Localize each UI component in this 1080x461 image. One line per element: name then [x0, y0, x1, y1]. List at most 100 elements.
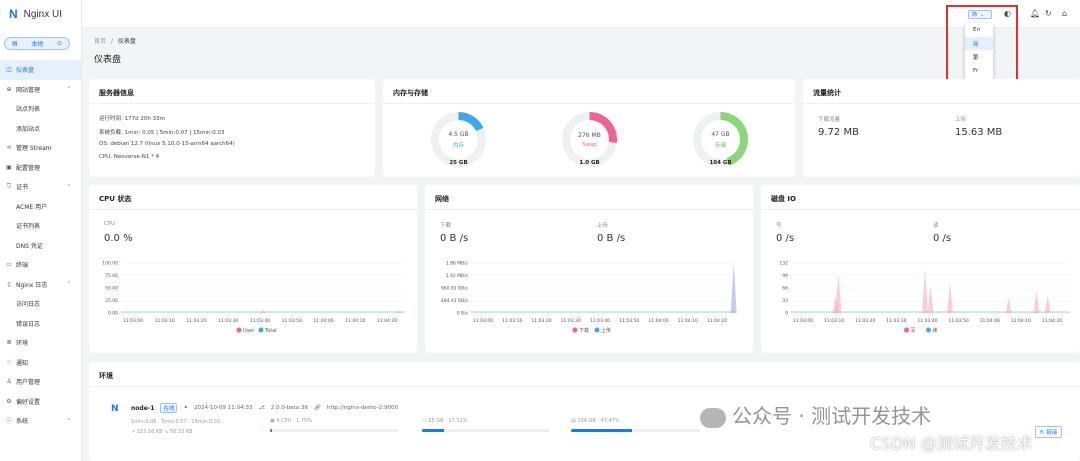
y-tick-label: 50.00 [105, 286, 118, 292]
ring-total: 1.0 GB [579, 160, 600, 166]
usage-ring: 276 MB Swap [562, 112, 617, 167]
chevron-down-icon: ⌄ [980, 11, 985, 18]
language-selector[interactable]: 简 ⌄ [968, 10, 992, 19]
x-tick-label: 11:03:30 [886, 318, 906, 324]
sidebar-item[interactable]: 添加站点 [0, 119, 81, 139]
legend-label[interactable]: User [243, 328, 255, 334]
theme-toggle-icon[interactable]: ◐ [1004, 9, 1011, 18]
series-spike [927, 285, 934, 313]
y-tick-label: 99 [782, 273, 788, 279]
legend-marker[interactable] [258, 327, 264, 333]
series-spike [396, 310, 403, 313]
x-tick-label: 11:04:10 [345, 318, 365, 324]
environment-selector[interactable]: ▤ 本地 ⊙ [4, 37, 70, 50]
cpu-value: 0.0 % [104, 233, 133, 244]
legend-label[interactable]: 写 [911, 328, 916, 334]
x-tick-label: 11:03:40 [590, 318, 610, 324]
legend-marker[interactable] [926, 327, 931, 333]
sidebar-item[interactable]: ▭ 终端 [0, 255, 81, 275]
app-logo[interactable]: N Nginx UI [9, 7, 62, 21]
sidebar-item[interactable]: ⊕ 网站管理 ⌃ [0, 80, 81, 100]
language-option[interactable]: En [973, 26, 980, 33]
sidebar-item[interactable]: ▯ Nginx 日志 ⌃ [0, 275, 81, 295]
x-tick-label: 11:04:00 [980, 318, 1000, 324]
x-tick-label: 11:04:20 [377, 318, 397, 324]
legend-marker[interactable] [594, 327, 600, 333]
sidebar-item[interactable]: ⓘ 系统 ⌃ [0, 411, 81, 431]
node-load: 1min:0.06 · 5min:0.07 · 15min:0.03 [131, 419, 220, 425]
x-tick-label: 11:04:20 [707, 318, 727, 324]
card-title: 内存与存储 [393, 89, 428, 97]
sidebar-item[interactable]: ACME 用户 [0, 197, 81, 217]
sidebar-item[interactable]: ♙ 用户管理 [0, 372, 81, 392]
sidebar-item-label: 证书 [16, 184, 29, 192]
language-option[interactable]: Fr [973, 67, 979, 74]
sidebar: N Nginx UI ▤ 本地 ⊙ ◫ 仪表盘 ⊕ 网站管理 ⌃ 站点列表添加站点 ⋖ 管理 … [0, 0, 82, 461]
notification-bell-icon[interactable]: 🔔︎ [1030, 9, 1041, 18]
legend-label[interactable]: 读 [933, 327, 938, 334]
sidebar-item[interactable]: 访问日志 [0, 294, 81, 314]
network-chart: 1.86 MB/s 1.42 MB/s 960.81 KB/s 484.41 KB/s… [441, 261, 737, 334]
sidebar-item[interactable]: 站点列表 [0, 99, 81, 119]
home-icon[interactable]: ⌂ [1062, 9, 1068, 18]
disk-icon: ▤ [571, 418, 578, 424]
sidebar-item-label: 网站管理 [16, 86, 41, 94]
status-badge: 在线 [160, 403, 178, 413]
sidebar-item[interactable]: 错误日志 [0, 314, 81, 334]
chevron-up-icon: ⌃ [66, 281, 71, 288]
card-title: 环境 [99, 372, 113, 380]
sidebar-item-label: 配置管理 [16, 164, 41, 172]
sidebar-item-label: 管理 Stream [16, 145, 52, 153]
config-icon: ▣ [6, 163, 12, 171]
sidebar-item[interactable]: ♢ 通知 [0, 353, 81, 373]
x-tick-label: 11:03:20 [186, 318, 206, 324]
sidebar-item[interactable]: 证书列表 [0, 216, 81, 236]
node-header: node-1 在线 ✦ 2024-10-09 11:04:33 ⎇ 2.0.0-… [131, 403, 398, 413]
environment-label: 本地 [31, 41, 44, 48]
series-spike [1044, 295, 1051, 313]
disk-io-chart: 132 99 66 33 0 11:03:00 11:03:10 11:03:20 11:03:… [779, 261, 1070, 334]
ring-value: 4.5 GB [448, 130, 469, 138]
legend-marker[interactable] [904, 327, 909, 333]
uptime-text: 运行时间: 177d 20h 33m [99, 116, 165, 122]
node-name[interactable]: node-1 [131, 404, 155, 412]
node-mem-text: 25 GB · 17.31% [428, 418, 468, 424]
breadcrumb-home[interactable]: 首页 [94, 38, 107, 45]
node-url[interactable]: http://nginx-demo-2:9000 [326, 405, 399, 411]
language-option[interactable]: 简 [965, 36, 993, 51]
x-tick-label: 11:03:00 [473, 318, 493, 324]
sidebar-item[interactable]: ≣ 环境 [0, 333, 81, 353]
y-tick-label: 33 [782, 298, 788, 304]
node-disk: ▤ 104 GB · 47.47% [571, 418, 620, 424]
legend-marker[interactable] [236, 327, 242, 333]
link-button[interactable]: ⇱ 链接 [1035, 426, 1063, 438]
sidebar-item[interactable]: ⚙ 偏好设置 [0, 392, 81, 412]
sidebar-item[interactable]: ◫ 仪表盘 [0, 60, 81, 80]
x-tick-label: 11:03:00 [793, 318, 813, 324]
sidebar-item[interactable]: ⛉ 证书 ⌃ [0, 177, 81, 197]
sidebar-item[interactable]: ▣ 配置管理 [0, 158, 81, 178]
legend-label[interactable]: 下载 [579, 327, 589, 334]
sidebar-item[interactable]: ⋖ 管理 Stream [0, 138, 81, 158]
nginx-logo-icon: N [9, 7, 18, 21]
legend-marker[interactable] [572, 327, 578, 333]
legend-label[interactable]: 上传 [601, 327, 611, 334]
sidebar-item-label: Nginx 日志 [16, 281, 48, 289]
upload-label: 上传 [597, 223, 609, 229]
breadcrumb: 首页 / 仪表盘 [94, 36, 136, 45]
sidebar-item-label: 站点列表 [16, 106, 41, 114]
y-tick-label: 25.00 [105, 298, 118, 304]
upload-label: 上传 [955, 117, 967, 123]
sidebar-item[interactable]: DNS 凭证 [0, 236, 81, 256]
user-icon: ♙ [6, 378, 12, 386]
reload-icon[interactable]: ↻ [1045, 9, 1052, 18]
cpu-card: CPU 状态 CPU 0.0 % 100.00 75.00 50.00 25.00 0.… [89, 185, 417, 353]
language-option[interactable]: 繁 [973, 55, 979, 62]
os-text: OS: debian 12.7 (linux 5.10.0-15-arm64 a… [99, 141, 235, 147]
link-icon: ⇱ [1040, 430, 1047, 436]
x-tick-label: 11:03:20 [531, 318, 551, 324]
gear-icon: ⚙ [6, 397, 12, 405]
sidebar-item-label: 添加站点 [16, 125, 41, 133]
series-spike [260, 310, 266, 313]
legend-label[interactable]: Total [264, 328, 277, 334]
